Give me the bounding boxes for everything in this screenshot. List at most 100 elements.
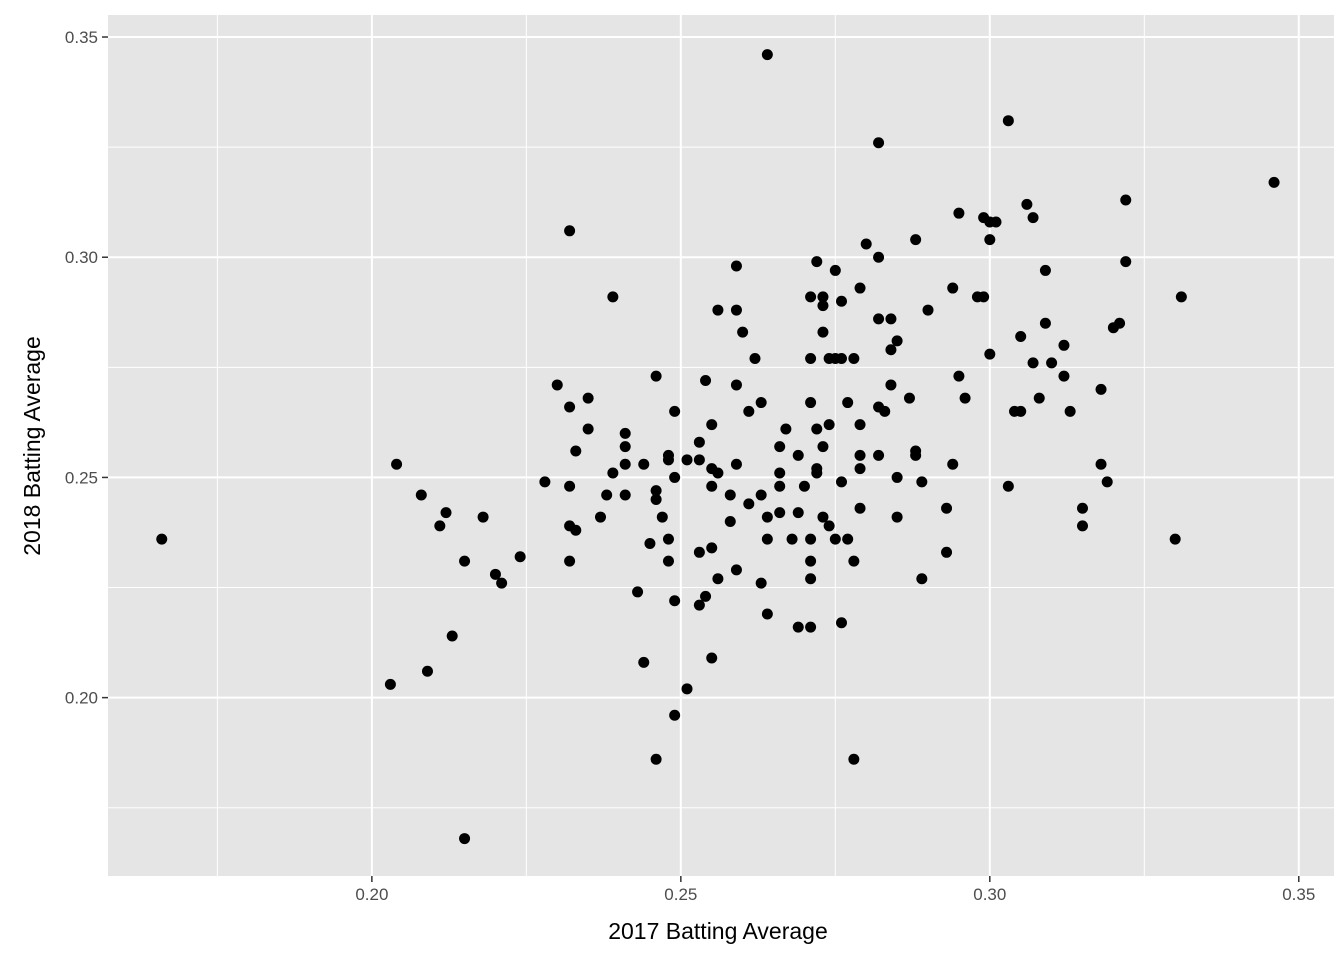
data-point <box>885 344 897 356</box>
data-point <box>1268 176 1280 188</box>
data-point <box>891 511 903 523</box>
data-point <box>811 423 823 435</box>
data-point <box>700 375 712 387</box>
data-point <box>953 207 965 219</box>
data-point <box>669 405 681 417</box>
data-point <box>842 533 854 545</box>
data-point <box>669 709 681 721</box>
data-point <box>712 467 724 479</box>
data-point <box>854 449 866 461</box>
data-point <box>947 282 959 294</box>
data-point <box>1039 264 1051 276</box>
data-point <box>564 401 576 413</box>
data-point <box>619 441 631 453</box>
data-point <box>1046 357 1058 369</box>
data-point <box>459 555 471 567</box>
data-point <box>990 216 1002 228</box>
data-point <box>650 370 662 382</box>
data-point <box>650 493 662 505</box>
data-point <box>780 423 792 435</box>
data-point <box>595 511 607 523</box>
data-points <box>156 49 1280 845</box>
data-point <box>792 449 804 461</box>
data-point <box>829 264 841 276</box>
data-point <box>749 353 761 365</box>
data-point <box>384 678 396 690</box>
x-tick-label: 0.30 <box>973 885 1006 904</box>
data-point <box>854 502 866 514</box>
data-point <box>619 427 631 439</box>
data-point <box>156 533 168 545</box>
data-point <box>421 665 433 677</box>
data-point <box>706 419 718 431</box>
data-point <box>1027 212 1039 224</box>
data-point <box>823 419 835 431</box>
data-point <box>916 476 928 488</box>
data-point <box>805 573 817 585</box>
data-point <box>1101 476 1113 488</box>
data-point <box>1076 502 1088 514</box>
data-point <box>817 326 829 338</box>
data-point <box>514 551 526 563</box>
data-point <box>805 555 817 567</box>
data-point <box>798 480 810 492</box>
data-point <box>1015 330 1027 342</box>
data-point <box>873 313 885 325</box>
data-point <box>644 537 656 549</box>
data-point <box>601 489 613 501</box>
data-point <box>440 507 452 519</box>
data-point <box>489 568 501 580</box>
data-point <box>910 449 922 461</box>
data-point <box>835 476 847 488</box>
data-point <box>835 295 847 307</box>
data-point <box>817 441 829 453</box>
x-tick-label: 0.25 <box>664 885 697 904</box>
data-point <box>879 405 891 417</box>
x-tick-label: 0.20 <box>355 885 388 904</box>
data-point <box>706 652 718 664</box>
data-point <box>805 397 817 409</box>
data-point <box>947 458 959 470</box>
data-point <box>662 533 674 545</box>
data-point <box>1120 256 1132 268</box>
data-point <box>835 617 847 629</box>
data-point <box>873 251 885 263</box>
data-point <box>564 225 576 237</box>
data-point <box>854 282 866 294</box>
data-point <box>1169 533 1181 545</box>
data-point <box>811 256 823 268</box>
data-point <box>434 520 446 532</box>
data-point <box>650 753 662 765</box>
data-point <box>786 533 798 545</box>
data-point <box>681 454 693 466</box>
data-point <box>706 480 718 492</box>
data-point <box>662 555 674 567</box>
x-axis-title: 2017 Batting Average <box>608 918 828 944</box>
data-point <box>1021 198 1033 210</box>
data-point <box>693 454 705 466</box>
data-point <box>817 511 829 523</box>
data-point <box>1033 392 1045 404</box>
data-point <box>712 573 724 585</box>
data-point <box>873 137 885 149</box>
data-point <box>1114 317 1126 329</box>
y-tick-label: 0.35 <box>65 28 98 47</box>
data-point <box>737 326 749 338</box>
data-point <box>570 524 582 536</box>
data-point <box>564 480 576 492</box>
data-point <box>650 485 662 497</box>
data-point <box>706 542 718 554</box>
data-point <box>792 621 804 633</box>
data-point <box>848 753 860 765</box>
data-point <box>1076 520 1088 532</box>
data-point <box>662 454 674 466</box>
data-point <box>619 458 631 470</box>
data-point <box>805 533 817 545</box>
data-point <box>885 379 897 391</box>
data-point <box>941 502 953 514</box>
y-axis-title: 2018 Batting Average <box>19 336 45 556</box>
data-point <box>984 234 996 246</box>
data-point <box>774 467 786 479</box>
data-point <box>1095 458 1107 470</box>
data-point <box>1058 339 1070 351</box>
